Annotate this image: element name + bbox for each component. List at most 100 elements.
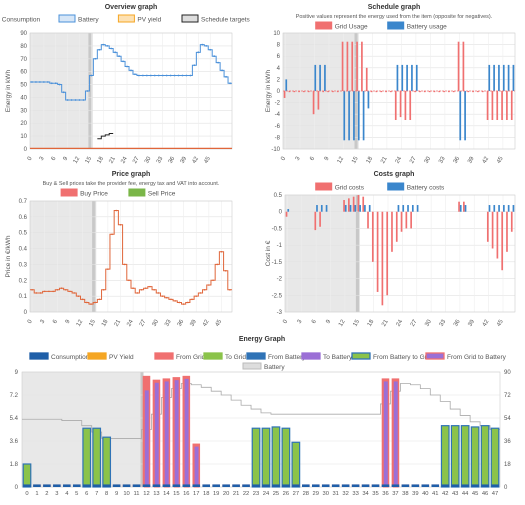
buy-price-point	[157, 292, 160, 294]
grid-cost-bar	[491, 211, 494, 249]
battery-cost-bar	[368, 205, 371, 212]
grid-usage-bar	[443, 91, 445, 93]
x-tick-label: 45	[203, 155, 212, 164]
grid-cost-bar	[506, 211, 508, 252]
x-tick-label: 21	[114, 318, 123, 327]
battery-point	[94, 57, 97, 60]
x-tick-label: 44	[462, 491, 469, 497]
y-tick-label: 0	[15, 485, 19, 491]
x-tick-label: 3	[297, 318, 304, 324]
consumption-bar	[491, 484, 499, 487]
x-tick-label: 21	[380, 155, 389, 164]
grid-usage-bar	[336, 91, 339, 93]
grid-usage-bar	[404, 91, 407, 120]
x-tick-label: 12	[143, 491, 149, 497]
past-shade	[30, 33, 90, 149]
x-tick-label: 1	[35, 491, 38, 497]
battery-to-grid-bar	[450, 425, 460, 488]
grid-to-battery-bar	[173, 379, 180, 488]
battery-point	[31, 81, 33, 83]
x-tick-label: 4	[65, 491, 69, 497]
x-tick-label: 2	[45, 491, 48, 497]
grid-usage-bar	[394, 91, 397, 120]
y-tick-label: -8	[275, 135, 281, 141]
battery-to-grid-bar	[82, 427, 92, 488]
battery-point	[50, 82, 53, 85]
grid-usage-bar	[361, 41, 363, 91]
y-tick-label: 0.4	[19, 247, 28, 253]
battery-point	[106, 44, 109, 47]
buy-price-point	[119, 223, 122, 226]
battery-to-grid-bar	[291, 441, 301, 488]
x-tick-label: 31	[332, 491, 338, 497]
consumption-bar	[361, 484, 370, 487]
buy-price-point	[187, 301, 189, 304]
battery-to-grid-bar	[480, 425, 490, 488]
grid-usage-bar	[303, 91, 305, 93]
buy-price-point	[203, 289, 206, 291]
battery-usage-bar	[285, 79, 288, 91]
buy-price-point	[111, 233, 113, 236]
x-tick-label: 36	[453, 318, 462, 327]
x-tick-label: 12	[73, 155, 82, 164]
x-tick-label: 21	[108, 155, 117, 164]
now-marker	[92, 201, 97, 312]
battery-point	[134, 73, 136, 76]
battery-cost-bar	[411, 205, 414, 212]
grid-cost-bar	[352, 196, 355, 212]
consumption-bar	[401, 484, 410, 487]
consumption-bar	[441, 484, 450, 487]
grid-cost-bar	[371, 211, 374, 262]
battery-point	[213, 55, 216, 58]
x-tick-label: 42	[482, 318, 491, 327]
x-tick-label: 36	[168, 155, 177, 164]
battery-to-grid-bar	[470, 426, 480, 488]
battery-usage-bar	[343, 91, 346, 141]
battery-point	[157, 74, 160, 77]
x-tick-label: 18	[367, 318, 376, 327]
x-tick-label: 43	[452, 491, 458, 497]
buy-price-point	[128, 279, 130, 282]
y-tick-label: 7.2	[10, 393, 19, 399]
x-tick-label: 0	[282, 318, 289, 324]
x-tick-label: 42	[202, 318, 211, 327]
battery-point	[90, 74, 93, 77]
buy-price-point	[195, 295, 198, 297]
consumption-bar	[331, 484, 340, 487]
grid-cost-bar	[381, 211, 384, 306]
battery-to-grid-bar	[440, 425, 450, 488]
y2-tick-label: 36	[504, 439, 511, 445]
grid-usage-bar	[390, 91, 392, 93]
battery-point	[145, 74, 148, 77]
x-tick-label: 25	[273, 491, 279, 497]
x-tick-label: 9	[325, 318, 332, 324]
battery-cost-bar	[359, 205, 361, 212]
buy-price-point	[102, 289, 105, 291]
buy-price-point	[170, 298, 172, 301]
y-axis-label: Price in €/kWh	[5, 235, 12, 277]
consumption-bar	[72, 484, 81, 487]
consumption-bar	[381, 484, 390, 487]
x-tick-label: 3	[39, 155, 46, 161]
y-tick-label: 9	[15, 370, 19, 376]
battery-cost-bar	[287, 209, 290, 212]
grid-cost-bar	[391, 211, 393, 252]
x-tick-label: 38	[402, 491, 408, 497]
chart-subtitle: Buy & Sell prices take the provider fee,…	[43, 181, 220, 187]
consumption-bar	[122, 484, 131, 487]
x-tick-label: 18	[366, 155, 375, 164]
buy-price-point	[229, 289, 231, 291]
battery-point	[217, 61, 220, 64]
x-tick-label: 39	[467, 318, 476, 327]
battery-to-grid-bar	[92, 427, 102, 488]
battery-to-grid-bar	[102, 436, 112, 488]
buy-price-point	[212, 279, 214, 282]
consumption-bar	[53, 484, 61, 487]
x-tick-label: 24	[120, 155, 129, 164]
past-shade	[22, 372, 142, 487]
y2-tick-label: 18	[504, 462, 511, 468]
grid-cost-bar	[501, 211, 504, 271]
grid-usage-bar	[322, 91, 325, 93]
x-tick-label: 30	[424, 318, 433, 327]
battery-usage-bar	[488, 64, 491, 91]
